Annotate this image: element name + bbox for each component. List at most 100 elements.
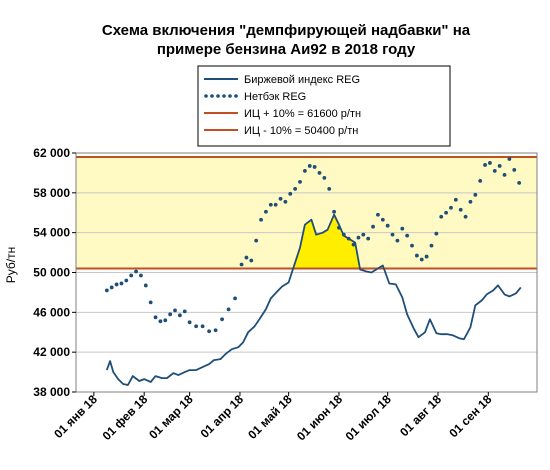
netback-point-38: [302, 169, 307, 173]
netback-point-14: [173, 308, 177, 313]
netback-point-46: [341, 232, 346, 237]
netback-point-29: [259, 217, 263, 222]
netback-point-76: [488, 161, 492, 165]
netback-point-30: [264, 209, 268, 214]
legend-label-2: ИЦ + 10% = 61600 р/тн: [244, 108, 361, 120]
netback-point-32: [273, 202, 278, 207]
chart-title: Схема включения "демпфирующей надбавки" …: [102, 22, 471, 58]
legend-label-3: ИЦ - 10% = 50400 р/тн: [244, 125, 358, 137]
netback-point-39: [307, 164, 312, 168]
netback-point-26: [244, 255, 249, 260]
netback-point-22: [220, 317, 224, 322]
netback-point-28: [254, 238, 259, 243]
netback-point-42: [322, 175, 327, 180]
legend-swatch-dot-5: [234, 94, 238, 98]
damper-fill-area-0: [293, 214, 360, 269]
netback-point-57: [395, 238, 400, 243]
netback-point-35: [288, 191, 293, 196]
chart-title-line-1: Схема включения "демпфирующей надбавки" …: [102, 22, 471, 39]
netback-point-25: [239, 262, 244, 267]
netback-point-12: [163, 318, 168, 323]
netback-point-60: [410, 243, 414, 248]
netback-point-0: [104, 288, 109, 293]
netback-point-58: [400, 226, 405, 231]
y-tick-label-2: 46 000: [33, 305, 70, 319]
netback-point-36: [293, 186, 298, 191]
legend-swatch-dot-3: [222, 94, 226, 98]
netback-point-31: [268, 202, 273, 207]
netback-point-79: [502, 173, 507, 177]
netback-point-63: [424, 254, 429, 259]
netback-point-50: [361, 232, 366, 237]
legend-swatch-dot-4: [228, 94, 232, 98]
netback-point-2: [114, 282, 119, 287]
x-tick-label-2: 01 мар 18: [146, 392, 196, 442]
netback-point-69: [453, 197, 458, 202]
netback-point-73: [473, 192, 478, 197]
x-tick-label-1: 01 фев 18: [100, 392, 151, 443]
legend-label-1: Нетбэк REG: [244, 91, 306, 103]
netback-point-62: [419, 257, 424, 262]
x-tick-label-6: 01 июл 18: [343, 392, 394, 443]
x-tick-label-3: 01 апр 18: [198, 392, 247, 441]
netback-point-74: [478, 178, 483, 183]
netback-point-82: [517, 180, 522, 185]
netback-point-70: [458, 207, 463, 212]
netback-point-37: [298, 179, 302, 184]
netback-point-56: [390, 232, 395, 237]
netback-point-78: [497, 164, 502, 168]
netback-point-71: [463, 214, 468, 219]
netback-point-18: [194, 324, 199, 329]
netback-point-64: [429, 243, 434, 248]
netback-point-61: [414, 253, 419, 258]
netback-point-48: [351, 242, 356, 247]
netback-point-13: [168, 312, 173, 317]
netback-point-20: [207, 329, 212, 334]
y-tick-label-0: 38 000: [33, 385, 70, 399]
netback-point-44: [332, 209, 336, 214]
netback-point-53: [376, 212, 380, 217]
series-index-line: [105, 213, 522, 386]
netback-point-65: [434, 231, 439, 236]
netback-point-51: [366, 236, 371, 241]
y-tick-label-3: 50 000: [33, 266, 70, 280]
netback-point-80: [507, 157, 512, 161]
netback-point-55: [385, 223, 390, 228]
netback-point-24: [233, 296, 237, 301]
netback-point-75: [483, 163, 487, 167]
netback-point-47: [346, 236, 351, 241]
netback-point-45: [337, 225, 341, 230]
netback-point-41: [317, 171, 322, 175]
netback-point-5: [129, 273, 134, 278]
legend-swatch-dot-1: [210, 94, 214, 98]
x-tick-label-8: 01 сен 18: [446, 392, 494, 440]
netback-point-15: [177, 313, 182, 318]
x-tick-label-4: 01 май 18: [245, 392, 295, 442]
legend-box: [197, 65, 451, 147]
netback-point-1: [109, 285, 114, 290]
netback-point-21: [213, 328, 218, 333]
netback-point-19: [200, 324, 205, 329]
netback-point-33: [278, 196, 283, 201]
y-axis-label: Руб/тн: [4, 247, 18, 283]
y-tick-label-5: 58 000: [33, 186, 70, 200]
netback-point-68: [449, 205, 453, 210]
y-tick-label-6: 62 000: [33, 146, 70, 160]
netback-point-9: [148, 300, 153, 305]
netback-point-40: [312, 165, 317, 169]
y-tick-label-1: 42 000: [33, 345, 70, 359]
legend-swatch-dot-2: [216, 94, 220, 98]
legend-swatch-dot-0: [204, 94, 208, 98]
netback-point-8: [143, 283, 148, 288]
netback-point-3: [119, 281, 124, 286]
netback-point-77: [492, 169, 497, 173]
netback-point-7: [139, 273, 143, 278]
chart-title-line-2: примере бензина Аи92 в 2018 году: [157, 41, 416, 58]
netback-point-66: [439, 214, 444, 219]
netback-point-43: [327, 186, 332, 191]
netback-point-27: [249, 258, 254, 263]
netback-point-34: [283, 199, 288, 204]
netback-point-59: [405, 233, 410, 238]
netback-point-4: [124, 278, 129, 283]
